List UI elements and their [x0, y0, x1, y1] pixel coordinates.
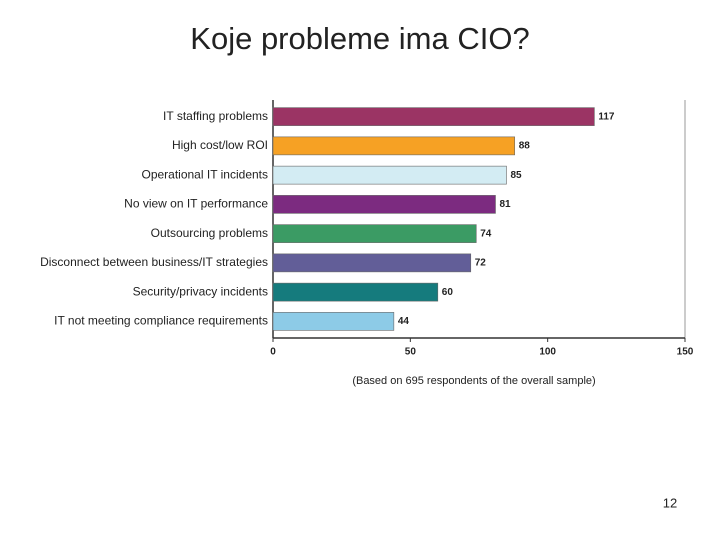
value-label: 81 — [499, 199, 511, 210]
bar — [272, 312, 395, 331]
value-label: 117 — [598, 111, 615, 122]
category-label: No view on IT performance — [124, 197, 268, 211]
category-label: Outsourcing problems — [151, 226, 268, 240]
bar — [272, 282, 439, 302]
bar — [272, 136, 516, 156]
page-number: 12 — [663, 495, 677, 510]
bar — [272, 253, 472, 273]
bar — [272, 107, 595, 126]
value-label: 44 — [398, 316, 410, 327]
x-tick-label: 100 — [539, 347, 556, 358]
slide-title: Koje probleme ima CIO? — [190, 21, 529, 56]
x-tick-label: 50 — [405, 347, 417, 358]
chart-note: (Based on 695 respondents of the overall… — [352, 375, 595, 387]
value-label: 60 — [442, 287, 454, 298]
category-label: IT staffing problems — [163, 109, 268, 123]
bar — [272, 224, 477, 243]
category-label: IT not meeting compliance requirements — [54, 314, 268, 328]
x-tick-label: 150 — [677, 347, 694, 358]
value-label: 74 — [480, 228, 492, 239]
bar — [272, 165, 507, 185]
category-label: High cost/low ROI — [172, 138, 268, 152]
bar — [272, 195, 496, 214]
category-label: Security/privacy incidents — [133, 284, 268, 298]
category-label: Operational IT incidents — [141, 167, 268, 181]
category-label: Disconnect between business/IT strategie… — [40, 255, 268, 269]
value-label: 72 — [475, 258, 487, 269]
value-label: 88 — [519, 141, 531, 152]
value-label: 85 — [510, 170, 522, 181]
x-tick-label: 0 — [270, 347, 276, 358]
